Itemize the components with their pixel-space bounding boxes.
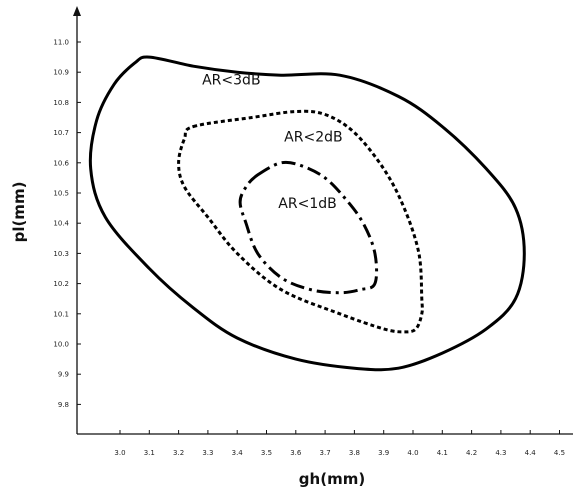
y-tick-label: 9.8	[58, 401, 69, 409]
x-tick-label: 3.1	[144, 449, 155, 457]
x-tick-label: 4.0	[407, 449, 418, 457]
x-tick-label: 3.6	[290, 449, 302, 457]
contour-series-group	[88, 55, 526, 372]
x-axis-label: gh(mm)	[299, 470, 365, 488]
x-tick-label: 4.5	[554, 449, 565, 457]
contour-label: AR<1dB	[278, 196, 336, 212]
y-tick-label: 10.7	[53, 129, 69, 137]
x-tick-label: 4.3	[495, 449, 506, 457]
plot-area	[73, 6, 573, 435]
y-tick-label: 10.0	[53, 341, 69, 349]
x-tick-label: 3.8	[349, 449, 360, 457]
y-tick-label: 10.4	[53, 220, 69, 228]
y-tick-label: 9.9	[58, 371, 69, 379]
x-tick-label: 3.3	[202, 449, 213, 457]
contour-label-group: AR<3dB AR<2dB AR<1dB	[202, 72, 342, 212]
x-tick-label: 4.1	[437, 449, 448, 457]
x-tick-label: 3.0	[114, 449, 125, 457]
x-tick-label: 3.4	[232, 449, 244, 457]
x-tick-label: 3.9	[378, 449, 389, 457]
contour-solid-0	[88, 55, 526, 372]
x-tick-label: 3.7	[320, 449, 331, 457]
x-tick-label: 4.4	[525, 449, 537, 457]
x-tick-group: 3.0 3.1 3.2 3.3 3.4 3.5 3.6 3.7 3.8 3.9 4.0 4.1 4.2 4…	[114, 430, 565, 457]
contour-label: AR<2dB	[284, 130, 342, 146]
y-tick-group: 9.8 9.9 10.0 10.1 10.2 10.3 10.4 10.5 10.6 10.7 10…	[53, 39, 81, 409]
y-tick-label: 10.8	[53, 99, 69, 107]
y-tick-label: 10.5	[53, 190, 69, 198]
y-tick-label: 10.2	[53, 280, 69, 288]
y-tick-label: 11.0	[53, 39, 69, 47]
contour-label: AR<3dB	[202, 72, 260, 88]
y-axis-arrow	[73, 6, 81, 16]
contour-dashdot-2	[238, 160, 379, 295]
contour-dotted-1	[177, 109, 424, 334]
y-tick-label: 10.6	[53, 159, 69, 167]
y-tick-label: 10.3	[53, 250, 69, 258]
y-tick-label: 10.1	[53, 310, 69, 318]
y-axis-label: pl(mm)	[10, 182, 28, 243]
x-tick-label: 4.2	[466, 449, 477, 457]
x-tick-label: 3.5	[261, 449, 272, 457]
x-tick-label: 3.2	[173, 449, 184, 457]
y-tick-label: 10.9	[53, 69, 69, 77]
